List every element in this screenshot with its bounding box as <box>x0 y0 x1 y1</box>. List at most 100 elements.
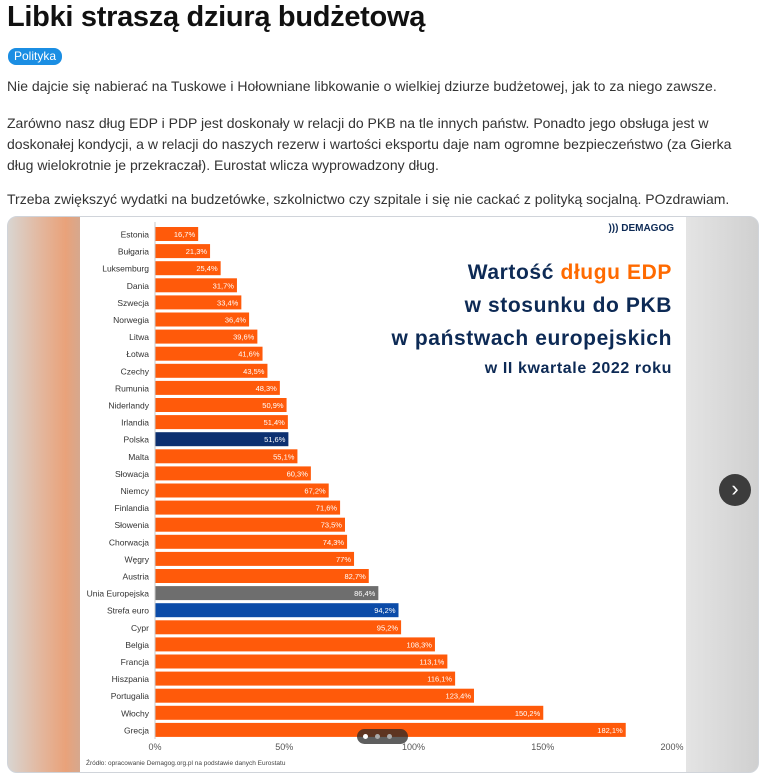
edp-debt-chart: Estonia 16,7% Bułgaria 21,3% Luksemburg 25,4%… <box>86 222 684 767</box>
bar <box>155 688 474 703</box>
chart-title-text: w państwach europejskich <box>391 327 672 350</box>
x-tick-label: 50% <box>275 742 293 752</box>
category-label: Austria <box>123 572 150 582</box>
value-label: 25,4% <box>196 264 218 273</box>
category-label: Unia Europejska <box>87 589 150 599</box>
category-label: Słowacja <box>115 469 149 479</box>
bar <box>155 586 379 601</box>
bar <box>155 312 250 327</box>
bar <box>155 449 298 464</box>
bar <box>155 569 369 583</box>
category-label: Portugalia <box>111 691 150 701</box>
value-label: 36,4% <box>225 316 247 325</box>
carousel-dot[interactable] <box>375 734 380 739</box>
value-label: 48,3% <box>256 384 278 393</box>
chart-title-line: w stosunku do PKB <box>464 294 672 317</box>
value-label: 123,4% <box>446 692 472 701</box>
chart-title-text: Wartość <box>468 261 561 284</box>
category-label: Grecja <box>124 725 149 735</box>
x-tick-label: 0% <box>148 742 161 752</box>
chart-title-line: w II kwartale 2022 roku <box>484 360 672 377</box>
category-label: Węgry <box>124 554 149 564</box>
value-label: 95,2% <box>377 623 399 632</box>
category-label: Bułgaria <box>118 247 149 257</box>
value-label: 21,3% <box>186 247 208 256</box>
value-label: 86,4% <box>354 589 376 598</box>
bar <box>155 603 399 618</box>
bar <box>155 363 268 378</box>
chart-title-text: w II kwartale 2022 roku <box>484 360 672 377</box>
chevron-right-icon: › <box>731 476 739 501</box>
value-label: 150,2% <box>515 709 541 718</box>
chart-title-text: w stosunku do PKB <box>464 294 672 317</box>
category-label: Polska <box>123 435 149 445</box>
post-title: Libki straszą dziurą budżetową <box>7 1 426 33</box>
category-label: Litwa <box>129 332 149 342</box>
bar <box>155 517 345 532</box>
category-label: Strefa euro <box>107 606 149 616</box>
value-label: 33,4% <box>217 298 239 307</box>
category-label: Malta <box>128 452 149 462</box>
bar <box>155 346 263 361</box>
category-label: Dania <box>127 281 149 291</box>
category-label: Czechy <box>121 366 150 376</box>
value-label: 108,3% <box>407 640 433 649</box>
category-label: Finlandia <box>115 503 150 513</box>
category-label: Irlandia <box>121 418 149 428</box>
carousel-dot[interactable] <box>363 734 368 739</box>
value-label: 182,1% <box>597 726 623 735</box>
bar <box>155 295 242 310</box>
category-label: Niderlandy <box>108 401 149 411</box>
bar <box>155 620 402 635</box>
category-label: Estonia <box>121 230 150 240</box>
value-label: 82,7% <box>344 572 366 581</box>
value-label: 41,6% <box>238 350 260 359</box>
category-label: Rumunia <box>115 383 149 393</box>
image-carousel[interactable]: Estonia 16,7% Bułgaria 21,3% Luksemburg 25,4%… <box>7 216 759 773</box>
category-label: Hiszpania <box>112 674 150 684</box>
x-tick-label: 200% <box>660 742 683 752</box>
carousel-dots <box>357 729 408 744</box>
value-label: 113,1% <box>419 658 444 667</box>
bar <box>155 415 288 430</box>
value-label: 73,5% <box>321 521 343 530</box>
bar <box>155 278 237 293</box>
brand-logo: ))) DEMAGOG <box>608 223 674 234</box>
chart-title-line: w państwach europejskich <box>391 327 672 350</box>
x-tick-label: 100% <box>402 742 425 752</box>
category-label: Belgia <box>125 640 149 650</box>
value-label: 77% <box>336 555 351 564</box>
carousel-slide: Estonia 16,7% Bułgaria 21,3% Luksemburg 25,4%… <box>80 217 686 772</box>
category-label: Cypr <box>131 623 149 633</box>
bar <box>155 637 435 652</box>
bar <box>155 483 329 498</box>
carousel-dot[interactable] <box>387 734 392 739</box>
category-label: Francja <box>121 657 150 667</box>
value-label: 60,3% <box>287 469 309 478</box>
chart-source: Źródło: opracowanie Demagog.org.pl na po… <box>86 758 286 767</box>
value-label: 43,5% <box>243 367 265 376</box>
x-tick-label: 150% <box>531 742 554 752</box>
bar <box>155 244 211 259</box>
value-label: 55,1% <box>273 452 295 461</box>
bar <box>155 380 280 395</box>
category-label: Szwecja <box>117 298 149 308</box>
bar <box>155 466 311 481</box>
value-label: 71,6% <box>316 504 338 513</box>
bar <box>155 227 199 241</box>
post-paragraph-2: Zarówno nasz dług EDP i PDP jest doskona… <box>7 115 732 173</box>
category-label: Słowenia <box>115 520 150 530</box>
post-paragraph-3: Trzeba zwiększyć wydatki na budzetówke, … <box>7 191 730 207</box>
bar <box>155 705 544 720</box>
value-label: 16,7% <box>174 230 196 239</box>
value-label: 31,7% <box>213 281 235 290</box>
bar <box>155 551 355 566</box>
category-label: Łotwa <box>126 349 149 359</box>
value-label: 51,4% <box>264 418 286 427</box>
value-label: 50,9% <box>262 401 284 410</box>
category-label: Włochy <box>121 708 150 718</box>
category-tag[interactable]: Polityka <box>8 48 63 65</box>
bar <box>155 500 341 515</box>
carousel-next-button[interactable]: › <box>719 474 751 506</box>
bar <box>155 534 348 549</box>
